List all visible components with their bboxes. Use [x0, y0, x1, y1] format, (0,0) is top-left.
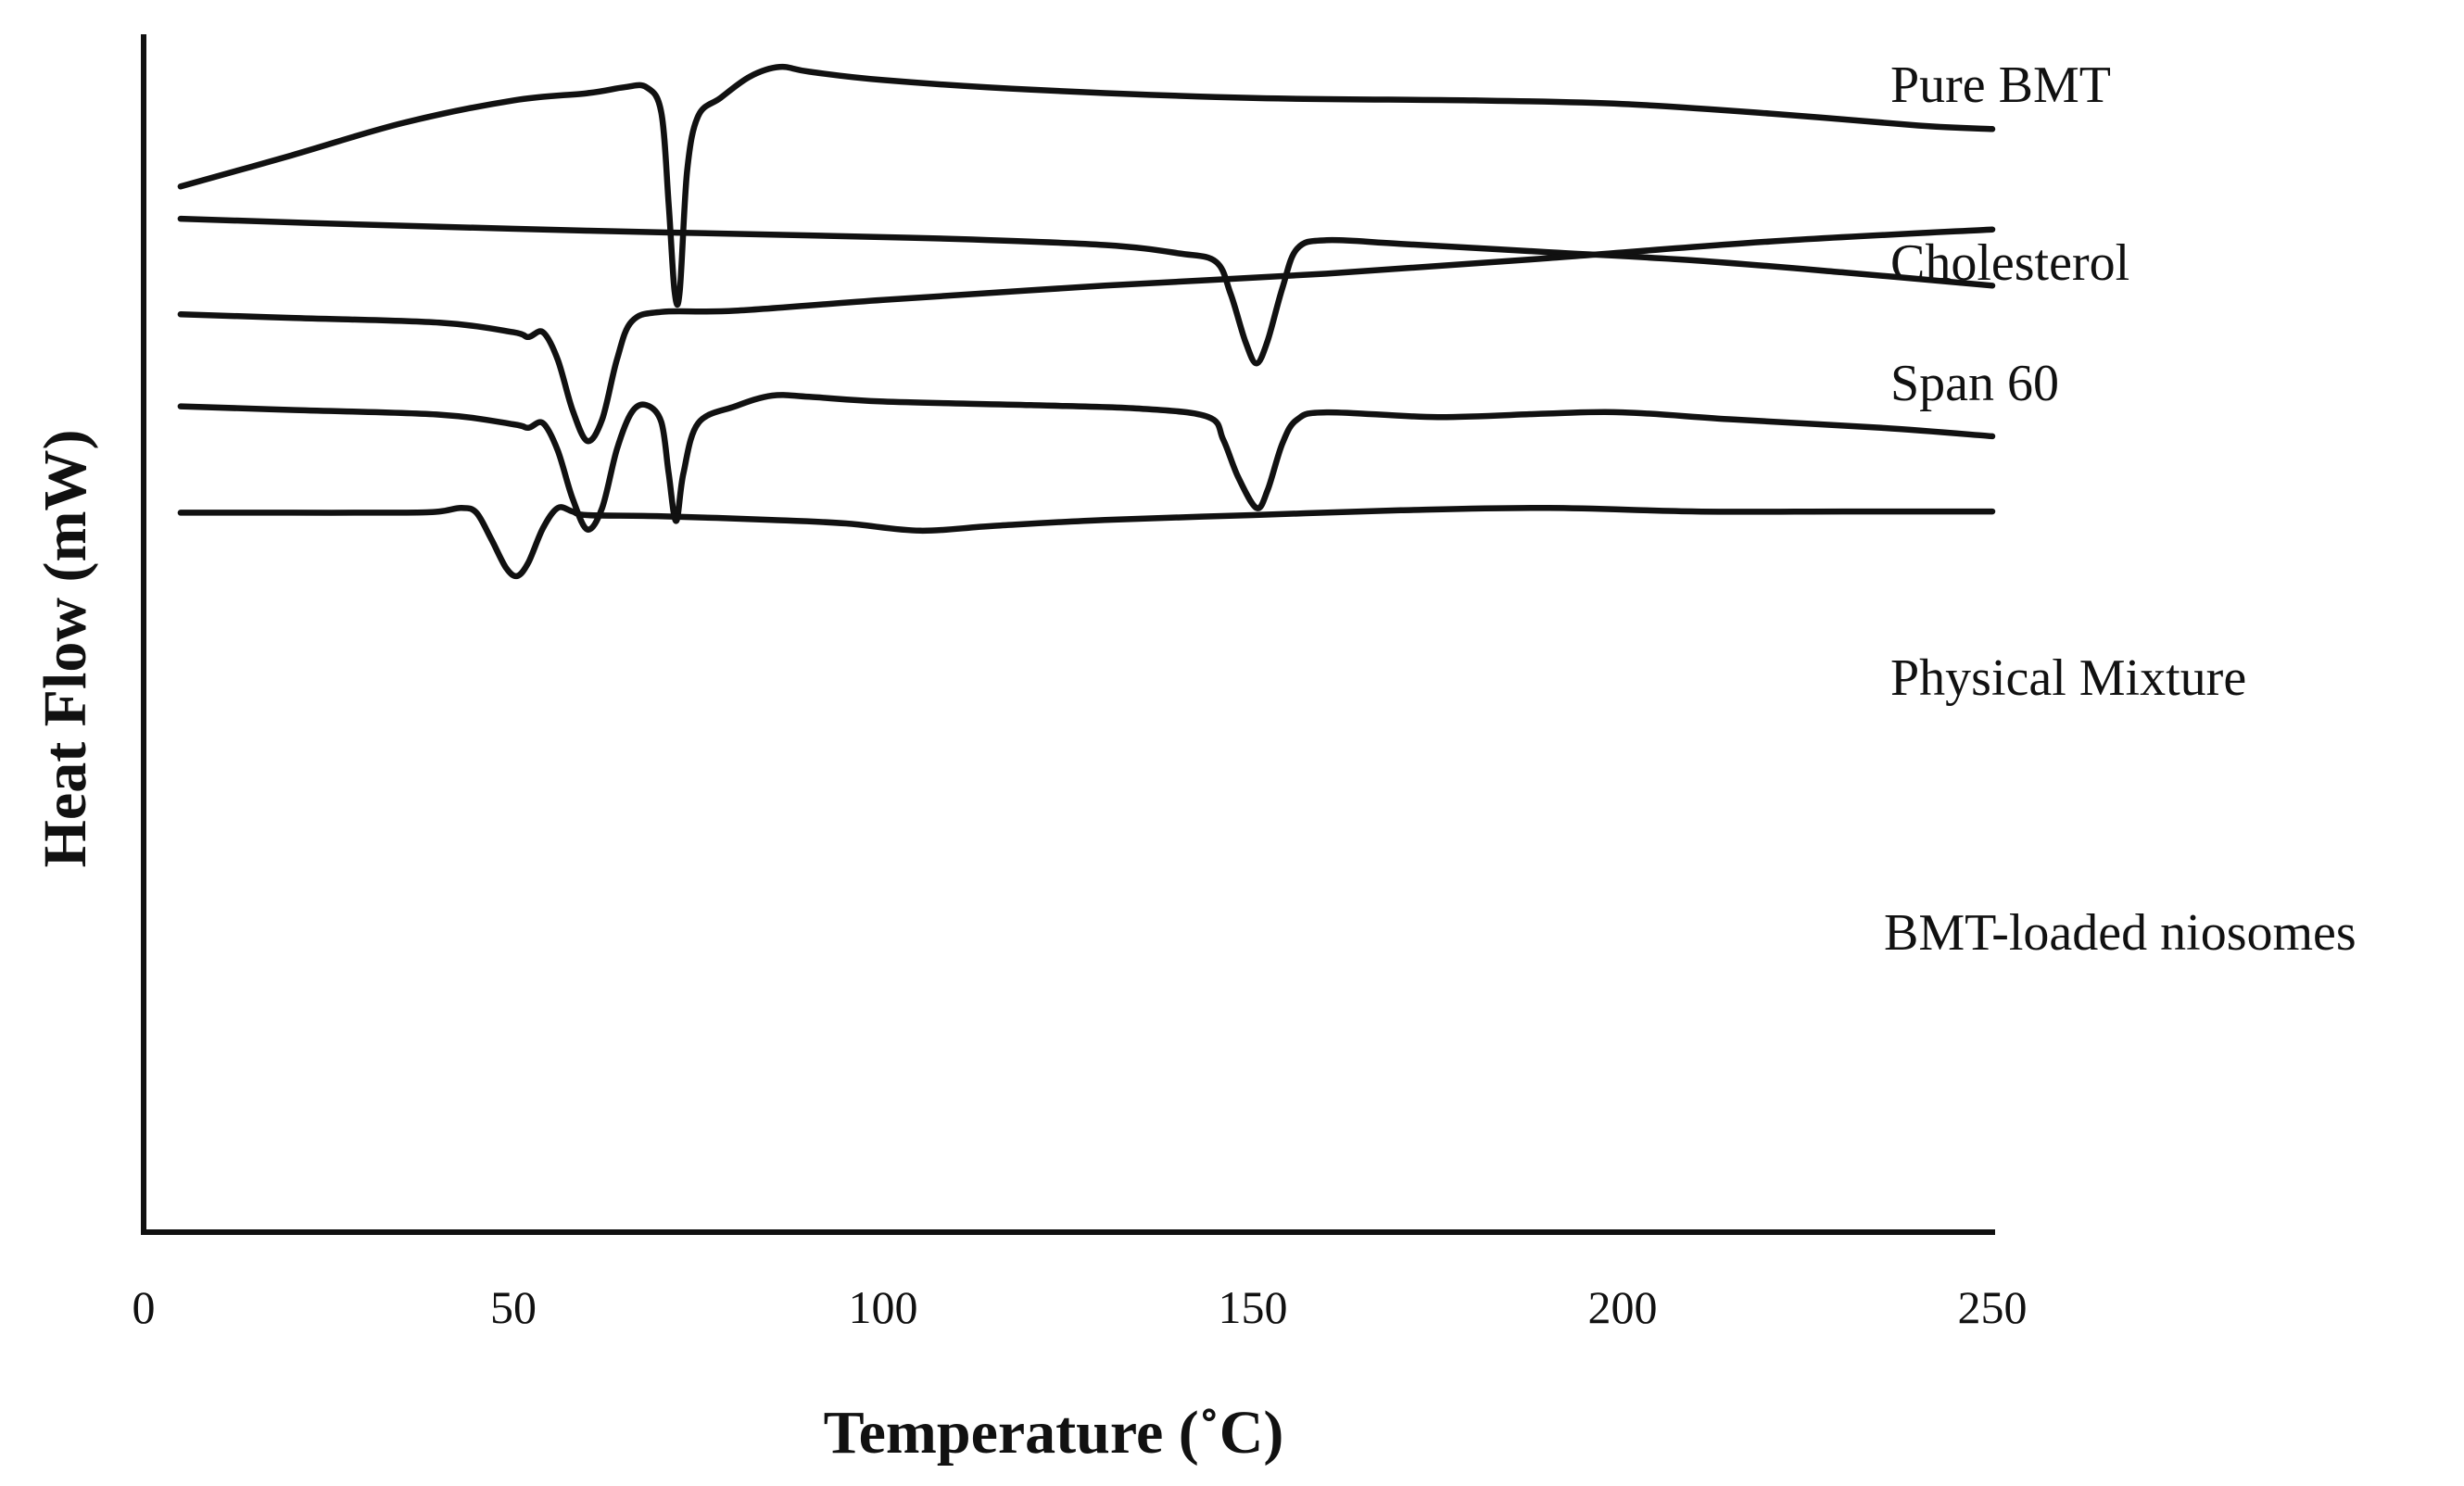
series-label-physical-mixture: Physical Mixture [1890, 649, 2246, 707]
x-tick-labels: 0 50 100 150 200 250 [133, 1281, 2028, 1333]
x-tick-label: 0 [133, 1281, 156, 1333]
series-label-cholesterol: Cholesterol [1890, 234, 2129, 292]
x-tick-label: 100 [849, 1281, 918, 1333]
trace-physical-mixture [177, 392, 1996, 533]
trace-pure-bmt [177, 63, 1996, 309]
y-axis-title: Heat Flow (mW) [32, 430, 99, 868]
traces [177, 63, 1996, 580]
series-label-pure-bmt: Pure BMT [1890, 57, 2111, 114]
x-tick-label: 50 [490, 1281, 537, 1333]
series-label-bmt-loaded-niosomes: BMT-loaded niosomes [1884, 904, 2357, 962]
trace-bmt-loaded-niosomes [177, 504, 1996, 580]
x-axis-title: Temperature (˚C) [824, 1399, 1284, 1467]
x-tick-label: 250 [1958, 1281, 2028, 1333]
x-tick-label: 150 [1219, 1281, 1288, 1333]
trace-span-60 [177, 226, 1996, 445]
series-label-span-60: Span 60 [1890, 355, 2059, 412]
series-labels: Pure BMT Cholesterol Span 60 Physical Mixtu… [1884, 57, 2357, 962]
axes [141, 34, 1995, 1235]
trace-cholesterol [177, 215, 1996, 367]
x-tick-label: 200 [1588, 1281, 1658, 1333]
